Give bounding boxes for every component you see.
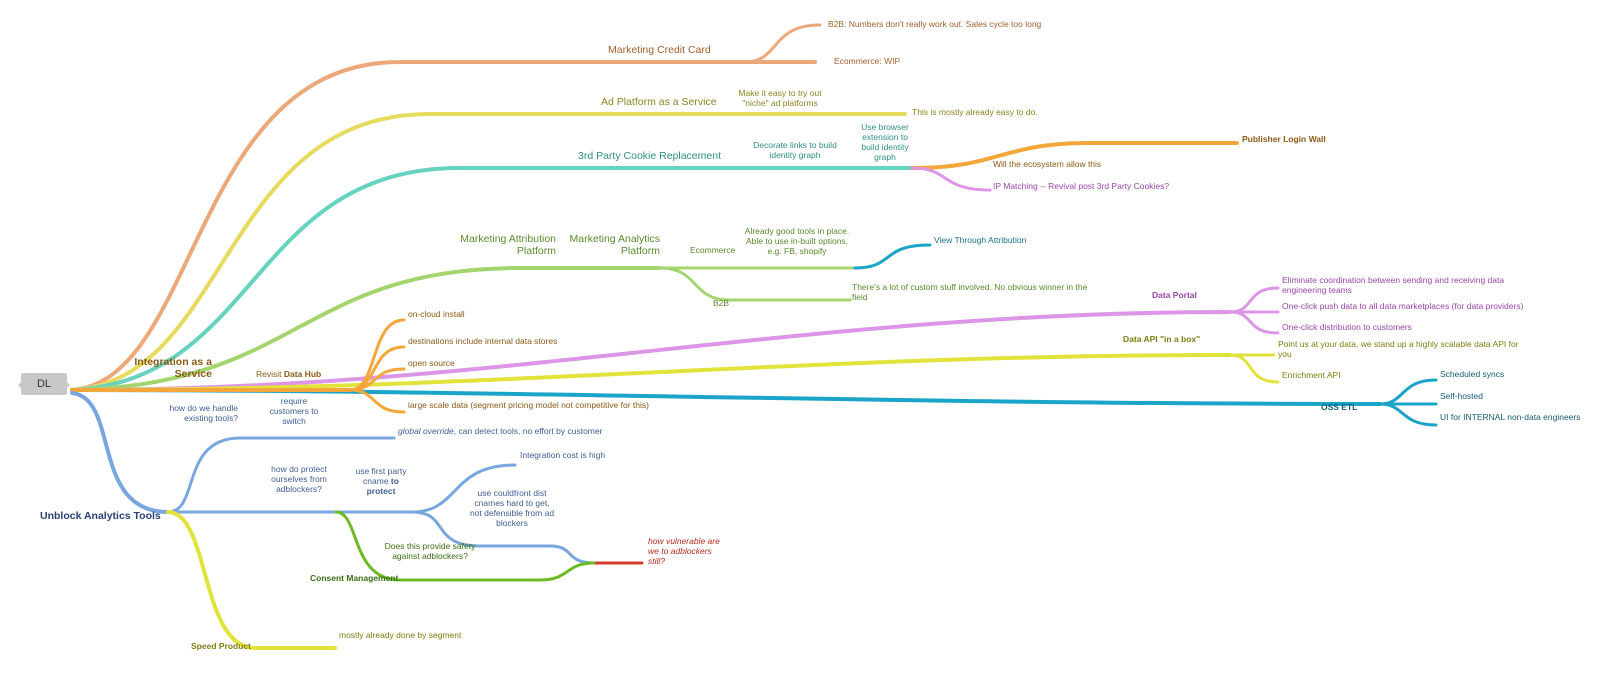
node-browser-extension[interactable]: Use browser extension to build identity … [861, 122, 909, 162]
node-attribution-platform[interactable]: Marketing Attribution Platform [460, 233, 556, 257]
node-require-switch[interactable]: require customers to switch [269, 396, 319, 426]
node-large-scale[interactable]: large scale data (segment pricing model … [408, 400, 649, 410]
node-protect-adblockers[interactable]: how do protect ourselves from adblockers… [271, 464, 327, 494]
node-already-tools[interactable]: Already good tools in place. Able to use… [744, 226, 850, 256]
branch-b2b [658, 266, 852, 302]
first-party-text: use first party cname [355, 466, 407, 486]
node-mostly-segment[interactable]: mostly already done by segment [339, 630, 462, 640]
branch-data-portal [70, 310, 1232, 392]
branch-b2b-numbers [743, 23, 822, 64]
branch-scheduled [1378, 378, 1438, 406]
node-unblock-tools[interactable]: Unblock Analytics Tools [40, 510, 161, 522]
branch-cloudfront [410, 510, 596, 565]
node-on-cloud[interactable]: on-cloud install [408, 309, 465, 319]
branch-speed-product [166, 510, 337, 650]
node-first-party[interactable]: use first party cname to protect [354, 466, 408, 496]
node-integration-cost[interactable]: Integration cost is high [520, 450, 606, 460]
branch-handle-existing [166, 436, 396, 514]
branch-view-through [853, 243, 932, 270]
node-view-through[interactable]: View Through Attribution [934, 235, 1027, 245]
node-ecosystem-allow[interactable]: Will the ecosystem allow this [993, 159, 1102, 169]
branch-integration-cost [410, 463, 517, 514]
branch-publisher-login [910, 141, 1239, 170]
node-handle-existing[interactable]: how do we handle existing tools? [169, 403, 238, 423]
branch-enrichment [1228, 353, 1280, 384]
branch-consent [334, 510, 596, 582]
node-marketing-credit-card[interactable]: Marketing Credit Card [608, 44, 711, 56]
node-speed-product[interactable]: Speed Product [191, 641, 251, 651]
node-does-this-provide[interactable]: Does this provide safety against adblock… [384, 541, 476, 561]
node-ad-platform[interactable]: Ad Platform as a Service [601, 96, 717, 108]
branch-marketing-credit-card [70, 60, 817, 392]
global-override-rest: , can detect tools, no effort by custome… [453, 426, 603, 436]
node-data-api[interactable]: Data API "in a box" [1123, 334, 1201, 344]
branch-large-scale [348, 388, 406, 414]
node-enrichment-api[interactable]: Enrichment API [1282, 370, 1341, 380]
node-integration-service[interactable]: Integration as a Service [134, 356, 212, 380]
to-protect-text: to protect [366, 476, 399, 496]
branch-unblock-tools [70, 391, 170, 514]
node-niche-ad[interactable]: Make it easy to try out "niche" ad platf… [738, 88, 822, 108]
node-mostly-easy[interactable]: This is mostly already easy to do. [912, 107, 1038, 117]
branch-ad-platform [70, 112, 907, 392]
node-b2b[interactable]: B2B [713, 298, 730, 308]
branch-cookie-replacement [70, 166, 914, 392]
branch-ip-matching [910, 166, 992, 192]
node-data-portal[interactable]: Data Portal [1152, 290, 1197, 300]
node-decorate-links[interactable]: Decorate links to build identity graph [753, 140, 837, 160]
node-cookie-replacement[interactable]: 3rd Party Cookie Replacement [578, 150, 721, 162]
node-one-click-dist[interactable]: One-click distribution to customers [1282, 322, 1412, 332]
branch-marketing-attribution [70, 266, 662, 392]
branch-one-click-dist [1228, 310, 1280, 335]
node-destinations[interactable]: destinations include internal data store… [408, 336, 558, 346]
data-hub-label: Data Hub [283, 369, 322, 379]
branch-lines [70, 23, 1438, 650]
node-oss-etl[interactable]: OSS ETL [1321, 402, 1358, 412]
branch-ui-internal [1378, 402, 1438, 427]
node-open-source[interactable]: open source [408, 358, 455, 368]
node-point-us[interactable]: Point us at your data, we stand up a hig… [1278, 339, 1519, 359]
node-global-override[interactable]: global override, can detect tools, no ef… [398, 426, 602, 436]
node-publisher-login[interactable]: Publisher Login Wall [1242, 134, 1326, 144]
node-ecommerce[interactable]: Ecommerce [690, 245, 736, 255]
node-ui-internal[interactable]: UI for INTERNAL non-data engineers [1440, 412, 1581, 422]
node-scheduled-syncs[interactable]: Scheduled syncs [1440, 369, 1505, 379]
node-custom-stuff[interactable]: There's a lot of custom stuff involved. … [852, 282, 1088, 302]
node-revisit-data-hub[interactable]: Revisit Data Hub [256, 369, 321, 379]
node-ecommerce-wip[interactable]: Ecommerce: WIP [834, 56, 901, 66]
node-consent-mgmt[interactable]: Consent Management [310, 573, 399, 583]
global-override-em: global override [398, 426, 454, 436]
node-self-hosted[interactable]: Self-hosted [1440, 391, 1483, 401]
node-one-click-push[interactable]: One-click push data to all data marketpl… [1282, 301, 1524, 311]
node-ip-matching[interactable]: IP Matching -- Revival post 3rd Party Co… [993, 181, 1170, 191]
revisit-label: Revisit [256, 369, 282, 379]
branch-data-api [70, 353, 1232, 392]
node-eliminate-coord[interactable]: Eliminate coordination between sending a… [1282, 275, 1505, 295]
root-node[interactable]: DL [18, 373, 70, 395]
node-cloudfront[interactable]: use couldfront dist cnames hard to get, … [469, 488, 555, 528]
node-b2b-numbers[interactable]: B2B: Numbers don't really work out. Sale… [828, 19, 1042, 29]
branch-eliminate [1228, 286, 1280, 314]
node-analytics-platform[interactable]: Marketing Analytics Platform [569, 233, 660, 257]
node-vulnerable[interactable]: how vulnerable are we to adblockers stil… [648, 536, 720, 566]
